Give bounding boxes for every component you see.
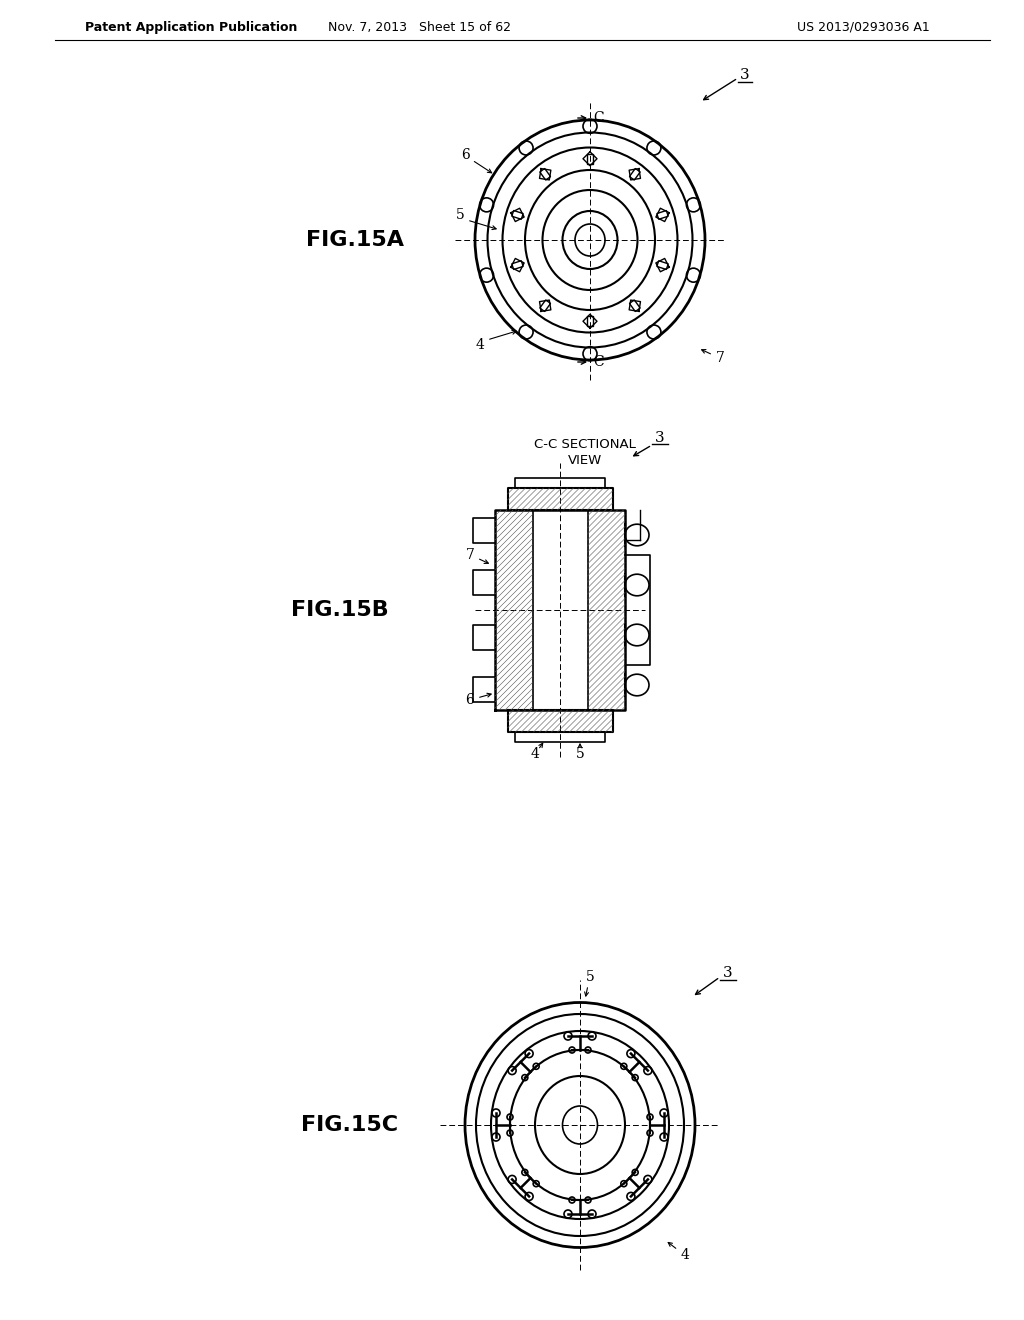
- Bar: [630, 300, 640, 312]
- Text: FIG.15B: FIG.15B: [291, 601, 389, 620]
- Text: 4: 4: [475, 338, 484, 352]
- Bar: [540, 169, 551, 180]
- Bar: [512, 261, 523, 269]
- Text: C-C SECTIONAL: C-C SECTIONAL: [535, 438, 636, 451]
- Text: 5: 5: [586, 970, 594, 983]
- Text: 4: 4: [530, 747, 540, 762]
- Text: VIEW: VIEW: [568, 454, 602, 466]
- Text: Patent Application Publication: Patent Application Publication: [85, 21, 297, 33]
- Bar: [656, 261, 669, 269]
- Text: 5: 5: [575, 747, 585, 762]
- Text: 3: 3: [655, 432, 665, 445]
- Bar: [587, 153, 593, 164]
- Text: Nov. 7, 2013   Sheet 15 of 62: Nov. 7, 2013 Sheet 15 of 62: [329, 21, 512, 33]
- Text: FIG.15A: FIG.15A: [306, 230, 404, 249]
- Text: 3: 3: [723, 966, 733, 979]
- Bar: [630, 169, 640, 180]
- Text: US 2013/0293036 A1: US 2013/0293036 A1: [798, 21, 930, 33]
- Bar: [656, 210, 669, 219]
- Text: FIG.15C: FIG.15C: [301, 1115, 398, 1135]
- Bar: [512, 210, 523, 219]
- Text: 6: 6: [466, 693, 474, 708]
- Text: 4: 4: [681, 1247, 689, 1262]
- Text: 5: 5: [456, 209, 464, 222]
- Bar: [587, 317, 593, 326]
- Text: 3: 3: [740, 69, 750, 82]
- Text: 7: 7: [466, 548, 474, 562]
- Bar: [540, 300, 551, 312]
- Text: 7: 7: [716, 351, 724, 366]
- Text: C: C: [593, 111, 603, 125]
- Text: 6: 6: [461, 148, 469, 162]
- Text: C: C: [593, 355, 603, 370]
